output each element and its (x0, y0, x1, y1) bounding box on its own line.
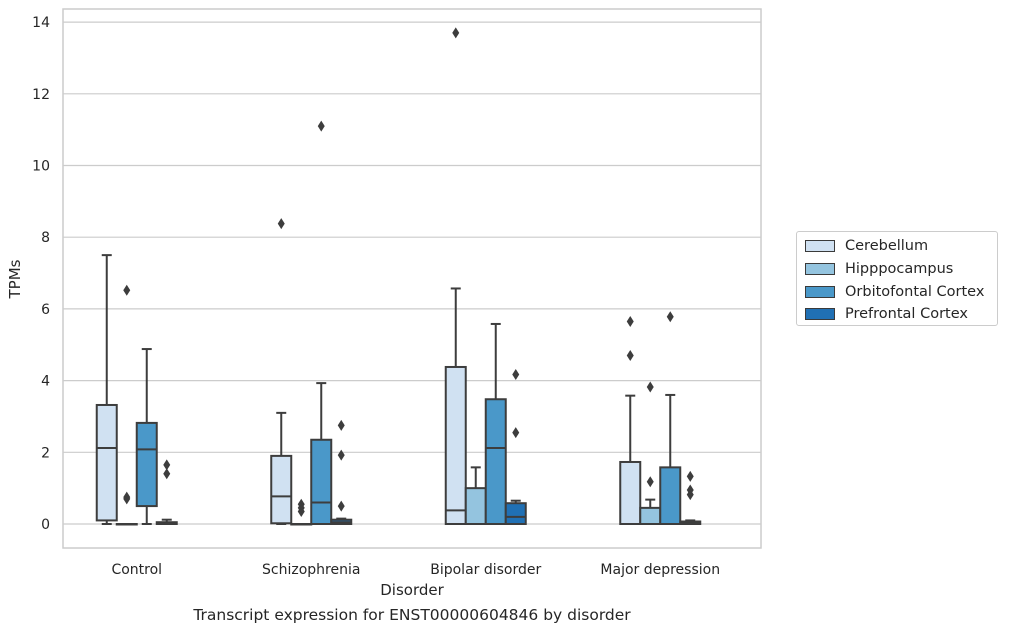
legend-swatch (805, 240, 835, 252)
box-body (659, 466, 682, 525)
x-tick-label-major-depression: Major depression (600, 562, 720, 578)
legend-swatch (805, 308, 835, 321)
outlier-point (646, 381, 654, 393)
y-tick-label: 14 (32, 15, 50, 31)
y-tick-label: 8 (41, 230, 50, 246)
box-schizophrenia-prefrontal-cortex (330, 419, 353, 525)
outlier-point (123, 491, 131, 503)
box-body (504, 502, 527, 525)
y-tick-label: 2 (41, 445, 50, 461)
y-tick-label: 0 (41, 517, 50, 533)
box-control-hipppocampus (115, 284, 138, 526)
box-control-cerebellum (95, 254, 118, 525)
legend-item-prefrontal-cortex: Prefrontal Cortex (805, 305, 968, 323)
box-body (270, 454, 293, 525)
outlier-point (337, 449, 345, 461)
box-body (639, 506, 662, 525)
box-bipolar-disorder-cerebellum (444, 27, 467, 525)
legend-item-cerebellum: Cerebellum (805, 237, 928, 255)
box-major-depression-prefrontal-cortex (679, 470, 702, 525)
box-body (310, 438, 333, 525)
x-tick-labels: Control Schizophrenia Bipolar disorder Majo… (111, 562, 720, 578)
outlier-point (297, 498, 305, 510)
outlier-point (512, 427, 520, 439)
boxes (95, 27, 702, 526)
legend-label: Hipppocampus (845, 260, 954, 277)
outlier-point (686, 484, 694, 496)
y-tick-labels: 0 2 4 6 8 10 12 14 (32, 15, 50, 533)
legend-label: Cerebellum (845, 238, 929, 254)
outlier-point (317, 120, 325, 132)
y-tick-label: 4 (41, 374, 50, 390)
outlier-point (163, 468, 171, 480)
box-bipolar-disorder-hipppocampus (464, 466, 487, 525)
box-control-prefrontal-cortex (155, 459, 178, 526)
box-schizophrenia-orbitofontal-cortex (310, 120, 333, 525)
box-control-orbitofontal-cortex (135, 348, 158, 525)
legend: Cerebellum Hipppocampus Orbitofontal Corte… (796, 231, 998, 326)
outlier-point (666, 311, 674, 323)
outlier-point (337, 419, 345, 431)
outlier-point (512, 369, 520, 381)
box-major-depression-cerebellum (619, 315, 642, 525)
y-axis-label: TPMs (6, 259, 24, 299)
box-schizophrenia-cerebellum (270, 218, 293, 525)
box-body (135, 421, 158, 508)
outlier-point (626, 350, 634, 362)
box-body (444, 365, 467, 525)
y-tick-label: 10 (32, 159, 50, 175)
outlier-point (123, 284, 131, 296)
outlier-point (452, 27, 460, 39)
outlier-point (337, 500, 345, 512)
outlier-point (646, 476, 654, 488)
outlier-point (626, 315, 634, 327)
box-body (484, 398, 507, 526)
box-major-depression-orbitofontal-cortex (659, 311, 682, 525)
gridlines (63, 21, 761, 525)
chart-caption: Transcript expression for ENST0000060484… (193, 606, 631, 624)
legend-item-orbitofontal-cortex: Orbitofontal Cortex (805, 283, 984, 301)
box-bipolar-disorder-orbitofontal-cortex (484, 322, 507, 526)
box-major-depression-hipppocampus (639, 381, 662, 525)
y-tick-label: 12 (32, 87, 50, 103)
box-body (619, 460, 642, 525)
plot-frame (62, 8, 762, 549)
legend-label: Prefrontal Cortex (845, 306, 968, 323)
box-bipolar-disorder-prefrontal-cortex (504, 369, 527, 525)
x-tick-label-control: Control (111, 562, 162, 578)
y-tick-label: 6 (41, 302, 50, 318)
outlier-point (686, 470, 694, 482)
x-tick-label-bipolar-disorder: Bipolar disorder (430, 562, 541, 578)
box-body (95, 403, 118, 522)
outlier-point (163, 459, 171, 471)
legend-swatch (805, 262, 835, 275)
box-body (464, 487, 487, 525)
x-axis-label: Disorder (380, 581, 444, 599)
legend-item-hipppocampus: Hipppocampus (805, 260, 953, 278)
legend-label: Orbitofontal Cortex (845, 283, 985, 300)
legend-swatch (805, 285, 835, 298)
outlier-point (277, 218, 285, 230)
box-schizophrenia-hipppocampus (290, 498, 313, 526)
x-tick-label-schizophrenia: Schizophrenia (262, 562, 360, 578)
